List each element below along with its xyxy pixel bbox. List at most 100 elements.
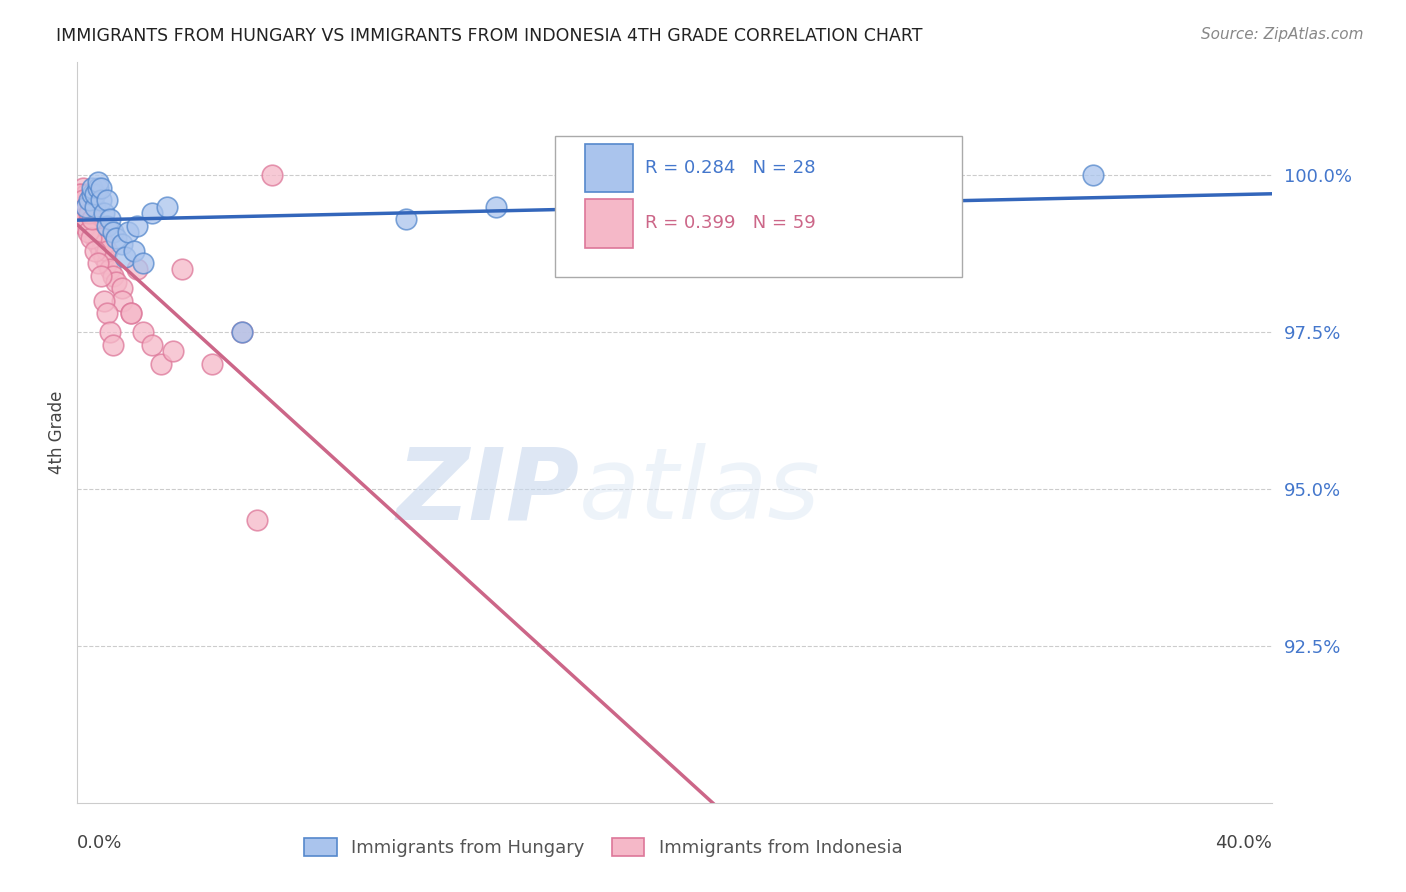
Point [72, 194, 94, 208]
Point [96, 194, 118, 208]
Point [105, 275, 128, 289]
Point [93, 293, 115, 308]
Point [170, 262, 193, 277]
Point [69, 187, 91, 202]
Text: Source: ZipAtlas.com: Source: ZipAtlas.com [1201, 27, 1364, 42]
Point [201, 357, 224, 371]
Point [84, 200, 107, 214]
Point [79, 194, 101, 208]
Point [82, 194, 104, 208]
FancyBboxPatch shape [585, 144, 633, 192]
Point [141, 206, 163, 220]
Point [231, 325, 253, 339]
Point [84, 219, 107, 233]
Point [114, 250, 136, 264]
Point [72, 181, 94, 195]
Point [82, 187, 104, 202]
Point [87, 175, 110, 189]
Text: R = 0.284   N = 28: R = 0.284 N = 28 [645, 159, 815, 177]
Point [90, 181, 112, 195]
Point [84, 187, 107, 202]
Point [111, 281, 134, 295]
Point [90, 268, 112, 283]
Point [162, 344, 184, 359]
Point [98, 262, 121, 277]
Point [82, 212, 104, 227]
Text: 40.0%: 40.0% [1216, 834, 1272, 852]
Point [103, 225, 124, 239]
FancyBboxPatch shape [585, 200, 633, 247]
Point [79, 206, 101, 220]
Point [87, 237, 110, 252]
Point [96, 244, 118, 258]
Point [90, 244, 112, 258]
Point [117, 225, 139, 239]
Point [105, 231, 128, 245]
Point [150, 357, 173, 371]
Point [141, 338, 163, 352]
Point [80, 231, 103, 245]
Text: 0.0%: 0.0% [77, 834, 122, 852]
Point [93, 206, 115, 220]
Point [76, 225, 98, 239]
Point [93, 250, 115, 264]
Point [67, 200, 90, 214]
Point [70, 212, 93, 227]
Y-axis label: 4th Grade: 4th Grade [48, 391, 66, 475]
Point [80, 225, 103, 239]
Point [98, 212, 121, 227]
Text: ZIP: ZIP [396, 443, 579, 541]
Point [84, 244, 107, 258]
Point [69, 194, 91, 208]
Point [79, 206, 101, 220]
Point [1083, 169, 1105, 183]
Point [75, 200, 97, 214]
Point [87, 181, 110, 195]
Point [84, 231, 107, 245]
Text: IMMIGRANTS FROM HUNGARY VS IMMIGRANTS FROM INDONESIA 4TH GRADE CORRELATION CHART: IMMIGRANTS FROM HUNGARY VS IMMIGRANTS FR… [56, 27, 922, 45]
Point [76, 219, 98, 233]
Point [127, 219, 149, 233]
Point [75, 187, 97, 202]
Point [156, 200, 179, 214]
Point [96, 306, 118, 320]
Point [96, 256, 118, 270]
Point [87, 225, 110, 239]
Text: R = 0.399   N = 59: R = 0.399 N = 59 [645, 214, 815, 232]
Point [98, 325, 121, 339]
Point [111, 237, 134, 252]
FancyBboxPatch shape [555, 136, 962, 277]
Point [87, 256, 110, 270]
Point [120, 306, 142, 320]
Point [120, 306, 142, 320]
Point [127, 262, 149, 277]
Point [103, 268, 124, 283]
Point [485, 200, 508, 214]
Point [132, 256, 155, 270]
Point [246, 513, 269, 527]
Legend: Immigrants from Hungary, Immigrants from Indonesia: Immigrants from Hungary, Immigrants from… [297, 830, 910, 864]
Point [231, 325, 253, 339]
Point [73, 219, 96, 233]
Point [69, 187, 91, 202]
Point [93, 237, 115, 252]
Point [260, 169, 283, 183]
Point [72, 200, 94, 214]
Point [75, 200, 97, 214]
Point [82, 212, 104, 227]
Point [90, 231, 112, 245]
Point [70, 206, 93, 220]
Point [79, 200, 101, 214]
Text: atlas: atlas [579, 443, 821, 541]
Point [67, 200, 90, 214]
Point [90, 194, 112, 208]
Point [103, 338, 124, 352]
Point [75, 194, 97, 208]
Point [395, 212, 418, 227]
Point [82, 181, 104, 195]
Point [96, 219, 118, 233]
Point [132, 325, 155, 339]
Point [73, 212, 96, 227]
Point [122, 244, 145, 258]
Point [111, 293, 134, 308]
